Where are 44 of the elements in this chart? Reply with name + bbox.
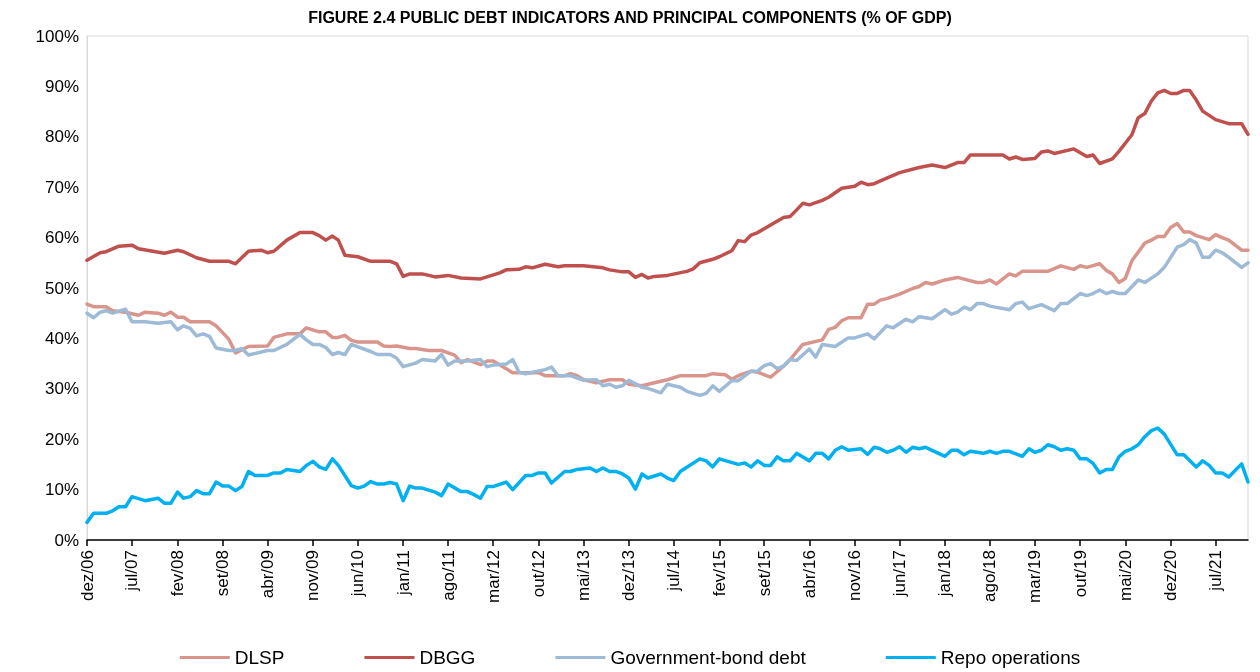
x-tick-label: mar/19 [1025, 550, 1045, 603]
x-tick-label: nov/09 [303, 550, 323, 602]
x-tick-label: set/08 [213, 550, 233, 597]
legend-label: DLSP [234, 647, 285, 668]
x-tick-label: fev/15 [709, 550, 729, 597]
x-tick-label: abr/16 [799, 550, 819, 599]
x-tick-label: jun/10 [348, 550, 368, 598]
legend-label: Repo operations [940, 647, 1081, 668]
y-tick-label: 60% [44, 228, 79, 248]
y-tick-label: 90% [44, 76, 79, 96]
x-tick-label: ago/11 [438, 550, 458, 601]
x-tick-label: jan/18 [935, 550, 955, 598]
y-tick-label: 100% [35, 26, 79, 46]
x-tick-label: jul/21 [1206, 550, 1226, 592]
y-tick-label: 20% [44, 429, 79, 449]
x-tick-label: abr/09 [258, 550, 278, 599]
y-tick-label: 70% [44, 177, 79, 197]
x-tick-label: mai/20 [1115, 550, 1135, 602]
line-series [85, 88, 1250, 281]
x-tick-label: set/15 [754, 550, 774, 597]
y-tick-label: 40% [44, 328, 79, 348]
chart-title: FIGURE 2.4 PUBLIC DEBT INDICATORS AND PRINCIPAL COMPONENTS (% OF GDP) [308, 8, 952, 26]
x-tick-label: out/12 [529, 550, 549, 598]
legend-label: DBGG [419, 647, 476, 668]
x-tick-label: dez/06 [77, 550, 97, 602]
y-tick-label: 50% [44, 278, 79, 298]
x-tick-label: nov/16 [845, 550, 865, 602]
y-tick-label: 30% [44, 379, 79, 399]
x-tick-label: dez/13 [619, 550, 639, 602]
x-tick-label: fev/08 [167, 550, 187, 597]
y-tick-label: 0% [54, 530, 79, 550]
x-tick-label: ago/18 [980, 550, 1000, 602]
x-tick-label: mai/13 [573, 550, 593, 602]
x-tick-label: dez/20 [1161, 550, 1181, 602]
line-series [85, 426, 1250, 525]
x-tick-label: out/19 [1070, 550, 1090, 598]
x-tick-label: jul/07 [122, 550, 142, 592]
y-tick-label: 10% [44, 480, 79, 500]
x-tick-label: jan/11 [393, 550, 413, 597]
x-tick-label: jun/17 [890, 550, 910, 598]
x-tick-label: mar/12 [483, 550, 503, 603]
legend-label: Government-bond debt [610, 647, 807, 668]
x-tick-label: jul/14 [664, 550, 684, 592]
y-tick-label: 80% [44, 127, 79, 147]
